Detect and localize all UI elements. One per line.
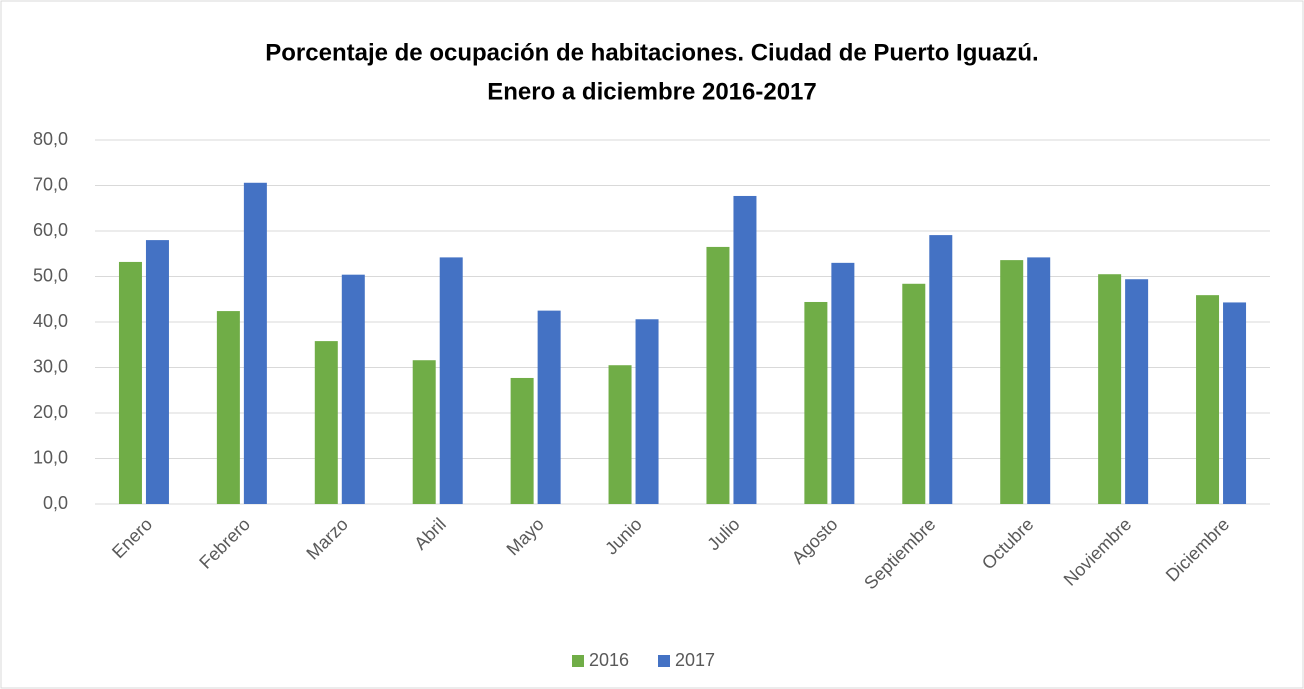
chart-title: Porcentaje de ocupación de habitaciones.… [265, 39, 1038, 66]
y-tick-label: 60,0 [33, 220, 68, 240]
chart-subtitle: Enero a diciembre 2016-2017 [487, 78, 817, 105]
bar [608, 365, 632, 504]
bar [1027, 257, 1051, 504]
legend-swatch [658, 655, 670, 667]
bar [1223, 302, 1247, 504]
y-tick-label: 40,0 [33, 311, 68, 331]
bar [216, 311, 240, 504]
bar [439, 257, 463, 504]
bar [635, 319, 659, 504]
y-tick-label: 20,0 [33, 402, 68, 422]
bar [145, 240, 169, 504]
bar [804, 301, 828, 504]
bar [510, 377, 534, 504]
bar [733, 195, 757, 504]
legend-label: 2017 [675, 650, 715, 670]
bar [118, 261, 142, 504]
bar [412, 360, 436, 504]
bar [314, 341, 338, 504]
bar [902, 283, 926, 504]
bar [929, 235, 953, 504]
bar [537, 310, 561, 504]
legend-label: 2016 [589, 650, 629, 670]
legend-swatch [572, 655, 584, 667]
bar [243, 182, 267, 504]
y-tick-label: 80,0 [33, 129, 68, 149]
y-tick-label: 0,0 [43, 493, 68, 513]
y-tick-label: 10,0 [33, 447, 68, 467]
bar [1000, 260, 1024, 504]
bar [1196, 295, 1220, 504]
bar [831, 262, 855, 504]
bar [706, 246, 730, 505]
y-tick-label: 30,0 [33, 356, 68, 376]
bar [1098, 274, 1122, 504]
bar [341, 274, 365, 504]
y-tick-label: 50,0 [33, 265, 68, 285]
y-tick-label: 70,0 [33, 174, 68, 194]
bar [1125, 279, 1149, 504]
